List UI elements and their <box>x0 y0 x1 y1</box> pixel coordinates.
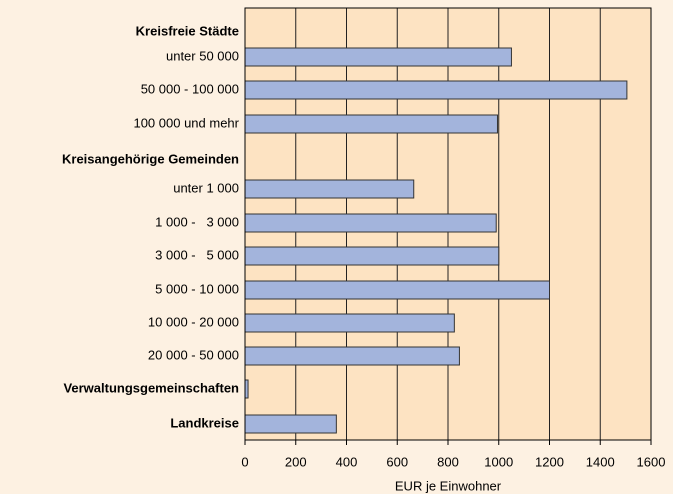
y-tick-label: 5 000 - 10 000 <box>155 281 239 296</box>
bar <box>244 280 550 300</box>
y-tick-label: Verwaltungsgemeinschaften <box>63 380 239 395</box>
plot-frame <box>244 7 652 441</box>
x-tick-label: 800 <box>437 454 459 469</box>
bar <box>244 114 498 134</box>
y-tick-label: 3 000 - 5 000 <box>155 247 239 262</box>
y-tick-label: 1 000 - 3 000 <box>155 214 239 229</box>
x-tick-label: 0 <box>241 454 248 469</box>
x-tick-label: 1000 <box>484 454 513 469</box>
y-tick-label: unter 50 000 <box>166 48 239 63</box>
bar <box>244 80 628 100</box>
bar <box>244 179 415 199</box>
bar <box>244 346 460 366</box>
bar <box>244 414 337 434</box>
x-tick-label: 1200 <box>535 454 564 469</box>
x-tick-label: 1600 <box>637 454 666 469</box>
bar <box>244 213 497 233</box>
y-tick-label: 100 000 und mehr <box>133 115 239 130</box>
y-tick-label: Kreisangehörige Gemeinden <box>62 151 239 166</box>
bar <box>244 246 500 266</box>
x-tick-label: 1400 <box>586 454 615 469</box>
y-tick-label: 50 000 - 100 000 <box>141 81 239 96</box>
y-tick-label: 20 000 - 50 000 <box>148 347 239 362</box>
bar <box>244 313 455 333</box>
y-tick-label: 10 000 - 20 000 <box>148 314 239 329</box>
x-tick-label: 400 <box>336 454 358 469</box>
y-tick-label: Kreisfreie Städte <box>136 23 239 38</box>
bar <box>244 47 512 67</box>
y-tick-label: unter 1 000 <box>173 180 239 195</box>
x-tick-label: 200 <box>285 454 307 469</box>
y-tick-label: Landkreise <box>170 415 239 430</box>
x-axis-label: EUR je Einwohner <box>395 478 502 493</box>
x-tick-label: 600 <box>386 454 408 469</box>
